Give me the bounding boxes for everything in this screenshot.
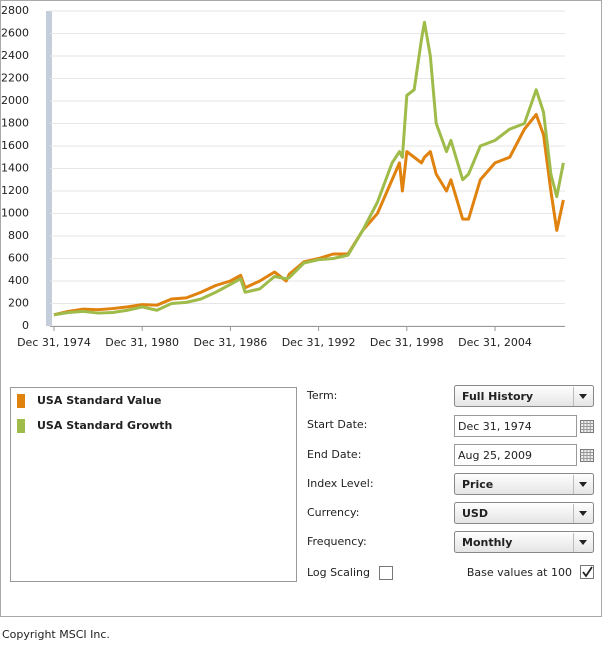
dropdown-arrow (579, 540, 587, 545)
checkbox[interactable] (379, 566, 393, 580)
calendar-icon[interactable] (580, 449, 594, 462)
y-tick-label: 800 (8, 229, 29, 242)
plot: 0 200 400 600 800 1000 1200 1400 1600 1800 2000 220… (1, 4, 565, 349)
y-tick-label: 0 (22, 319, 29, 332)
dropdown-value: Price (462, 478, 493, 491)
y-tick-label: 1200 (1, 184, 29, 197)
y-tick-label: 1000 (1, 207, 29, 220)
legend: USA Standard Value USA Standard Growth (17, 394, 172, 433)
end-date-label: End Date: (307, 448, 361, 461)
x-tick-label: Dec 31, 2004 (458, 336, 532, 349)
x-tick-label: Dec 31, 1986 (193, 336, 267, 349)
y-tick-label: 2600 (1, 27, 29, 40)
y-tick-label: 600 (8, 252, 29, 265)
dropdown-arrow (579, 394, 587, 399)
currency-label: Currency: (307, 506, 359, 519)
form: Term: Start Date: End Date: Index Level:… (306, 389, 572, 579)
dropdown[interactable] (454, 473, 594, 495)
dropdown-arrow (579, 511, 587, 516)
y-tick-label: 1400 (1, 162, 29, 175)
legend-label: USA Standard Value (37, 394, 161, 407)
date-value: Dec 31, 1974 (458, 420, 532, 433)
dropdown-value: Full History (462, 390, 533, 403)
series-line (53, 20, 565, 317)
y-tick-label: 1800 (1, 117, 29, 130)
frequency-label: Frequency: (307, 535, 367, 548)
calendar-icon[interactable] (580, 420, 594, 433)
x-tick-label: Dec 31, 1974 (17, 336, 91, 349)
start-date-label: Start Date: (307, 418, 367, 431)
x-tick-label: Dec 31, 1980 (105, 336, 179, 349)
y-tick-label: 2000 (1, 94, 29, 107)
term-label: Term: (306, 389, 337, 402)
y-tick-label: 2400 (1, 49, 29, 62)
index-level-label: Index Level: (307, 477, 374, 490)
base-values-label: Base values at 100 (467, 566, 572, 579)
y-tick-label: 1600 (1, 139, 29, 152)
legend-box (10, 387, 297, 582)
date-input[interactable] (454, 415, 577, 437)
y-tick-label: 2200 (1, 72, 29, 85)
y-tick-label: 400 (8, 274, 29, 287)
y-axis-band (46, 11, 52, 326)
y-tick-label: 200 (8, 297, 29, 310)
dropdown[interactable] (454, 531, 594, 553)
dropdown[interactable] (454, 502, 594, 524)
dropdown-arrow (579, 482, 587, 487)
dropdown-value: USD (462, 507, 488, 520)
legend-label: USA Standard Growth (37, 419, 172, 432)
x-tick-label: Dec 31, 1992 (282, 336, 356, 349)
y-tick-label: 2800 (1, 4, 29, 17)
x-tick-label: Dec 31, 1998 (370, 336, 444, 349)
dropdown-value: Monthly (462, 536, 512, 549)
footer: Copyright MSCI Inc. (2, 628, 110, 641)
date-value: Aug 25, 2009 (458, 449, 532, 462)
dropdown[interactable] (454, 385, 594, 407)
legend-swatch (17, 394, 25, 408)
legend-swatch (17, 419, 25, 433)
frame (0, 0, 602, 617)
check-mark (582, 566, 593, 578)
log-scaling-label: Log Scaling (307, 566, 370, 579)
date-input[interactable] (454, 444, 577, 466)
controls: Full History Dec 31, 1974 Aug 25, 2009 Pric… (379, 385, 594, 580)
